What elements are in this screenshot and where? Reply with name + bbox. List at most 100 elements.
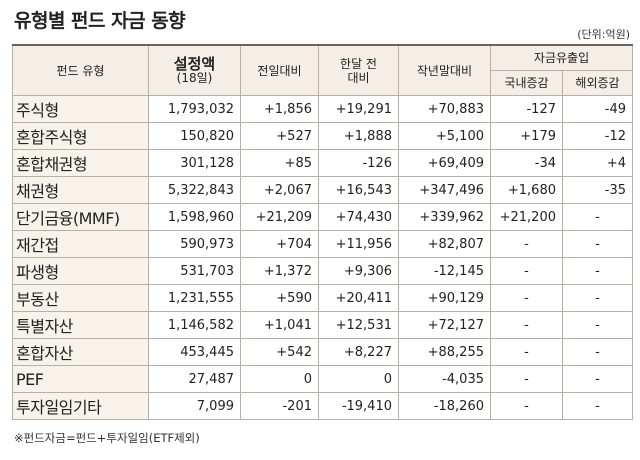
table-row: 채권형 5,322,843 +2,067 +16,543 +347,496 +1,680-… bbox=[12, 176, 634, 204]
cell: 150,820 bbox=[148, 122, 241, 150]
table-row: PEF 27,487 0 0 -4,035- - bbox=[12, 365, 634, 393]
cell: +11,956 bbox=[318, 230, 399, 258]
cell: -49 bbox=[561, 95, 634, 123]
cell: - bbox=[561, 284, 634, 312]
col-header: 한달 전 대비 bbox=[318, 44, 399, 96]
cell: +1,680 bbox=[490, 176, 563, 204]
cell: +90,129 bbox=[398, 284, 491, 312]
cell: -34 bbox=[490, 149, 563, 177]
fund-type: 주식형 bbox=[12, 95, 149, 123]
fund-type: 혼합채권형 bbox=[12, 149, 149, 177]
cell: +19,291 bbox=[318, 95, 399, 123]
cell: +8,227 bbox=[318, 338, 399, 366]
unit: (단위:억원) bbox=[577, 28, 630, 41]
title: 유형별 펀드 자금 동향 bbox=[14, 10, 186, 32]
cell: 1,598,960 bbox=[148, 203, 241, 231]
cell: +339,962 bbox=[398, 203, 491, 231]
fund-type: 파생형 bbox=[12, 257, 149, 285]
fund-type: 단기금융(MMF) bbox=[12, 203, 149, 231]
col-header-main: 설정액 bbox=[173, 54, 216, 73]
cell: - bbox=[490, 284, 563, 312]
cell: 5,322,843 bbox=[148, 176, 241, 204]
cell: - bbox=[490, 257, 563, 285]
cell: - bbox=[561, 230, 634, 258]
fund-type: 혼합주식형 bbox=[12, 122, 149, 150]
cell: 301,128 bbox=[148, 149, 241, 177]
fund-type: 특별자산 bbox=[12, 311, 149, 339]
cell: +179 bbox=[490, 122, 563, 150]
cell: +21,200 bbox=[490, 203, 563, 231]
cell: +82,807 bbox=[398, 230, 491, 258]
cell: +74,430 bbox=[318, 203, 399, 231]
cell: -127 bbox=[490, 95, 563, 123]
cell: -201 bbox=[240, 392, 319, 420]
cell: +590 bbox=[240, 284, 319, 312]
cell: - bbox=[561, 257, 634, 285]
cell: +1,372 bbox=[240, 257, 319, 285]
cell: 0 bbox=[240, 365, 319, 393]
cell: +88,255 bbox=[398, 338, 491, 366]
col-header: 설정액 (18일) bbox=[148, 44, 241, 96]
cell: -12 bbox=[561, 122, 634, 150]
footnote: ※펀드자금=펀드+투자일임(ETF제외) bbox=[14, 431, 200, 445]
cell: 1,146,582 bbox=[148, 311, 241, 339]
cell: +1,041 bbox=[240, 311, 319, 339]
col-header: 자금유출입 bbox=[489, 44, 634, 71]
cell: +69,409 bbox=[398, 149, 491, 177]
cell: +4 bbox=[561, 149, 634, 177]
table-row: 혼합채권형 301,128 +85 -126 +69,409 -34 +4 bbox=[12, 149, 634, 177]
cell: -19,410 bbox=[318, 392, 399, 420]
cell: -35 bbox=[561, 176, 634, 204]
cell: - bbox=[490, 311, 563, 339]
cell: +21,209 bbox=[240, 203, 319, 231]
header-row: 국내증감 해외증감 bbox=[13, 70, 634, 96]
col-header: 작년말대비 bbox=[398, 44, 491, 96]
fund-type: PEF bbox=[12, 365, 149, 393]
cell: 7,099 bbox=[148, 392, 241, 420]
table-row: 혼합자산 453,445 +542 +8,227 +88,255- - bbox=[12, 338, 634, 366]
cell: 531,703 bbox=[148, 257, 241, 285]
col-header: 펀드 유형 bbox=[12, 44, 149, 96]
col-header: 전일대비 bbox=[240, 44, 319, 96]
col-header: 해외증감 bbox=[561, 70, 634, 96]
cell: - bbox=[561, 392, 634, 420]
cell: -12,145 bbox=[398, 257, 491, 285]
cell: 1,231,555 bbox=[148, 284, 241, 312]
col-header-sub: (18일) bbox=[176, 70, 213, 85]
cell: 590,973 bbox=[148, 230, 241, 258]
cell: - bbox=[561, 365, 634, 393]
cell: +527 bbox=[240, 122, 319, 150]
table-row: 주식형 1,793,032 +1,856 +19,291 +70,883 -127 -49 bbox=[12, 95, 634, 123]
table-row: 단기금융(MMF) 1,598,960 +21,209 +74,430 +339,962… bbox=[12, 203, 634, 231]
cell: - bbox=[561, 311, 634, 339]
header-row: 펀드 유형 설정액 (18일) 전일대비 한달 전 대비 작년말대비 자금유출입 bbox=[12, 44, 634, 96]
table-row: 혼합주식형 150,820 +527 +1,888 +5,100 +179 -12 bbox=[12, 122, 634, 150]
cell: +2,067 bbox=[240, 176, 319, 204]
fund-type: 채권형 bbox=[12, 176, 149, 204]
cell: +347,496 bbox=[398, 176, 491, 204]
cell: +20,411 bbox=[318, 284, 399, 312]
col-header-line: 한달 전 bbox=[340, 56, 377, 71]
cell: +72,127 bbox=[398, 311, 491, 339]
table-head: 펀드 유형 설정액 (18일) 전일대비 한달 전 대비 작년말대비 자금유출입 국… bbox=[12, 44, 634, 96]
cell: 1,793,032 bbox=[148, 95, 241, 123]
cell: +5,100 bbox=[398, 122, 491, 150]
fund-type: 부동산 bbox=[12, 284, 149, 312]
col-header: 국내증감 bbox=[490, 70, 563, 96]
cell: +542 bbox=[240, 338, 319, 366]
cell: +12,531 bbox=[318, 311, 399, 339]
table-row: 투자일임기타 7,099 -201 -19,410 -18,260- - bbox=[12, 392, 634, 420]
cell: - bbox=[561, 338, 634, 366]
cell: +704 bbox=[240, 230, 319, 258]
table-row: 파생형 531,703 +1,372 +9,306 -12,145- - bbox=[12, 257, 634, 285]
cell: +1,888 bbox=[318, 122, 399, 150]
cell: -126 bbox=[318, 149, 399, 177]
cell: +16,543 bbox=[318, 176, 399, 204]
cell: +1,856 bbox=[240, 95, 319, 123]
cell: -18,260 bbox=[398, 392, 491, 420]
cell: 0 bbox=[318, 365, 399, 393]
cell: -4,035 bbox=[398, 365, 491, 393]
cell: 453,445 bbox=[148, 338, 241, 366]
cell: - bbox=[490, 365, 563, 393]
cell: +9,306 bbox=[318, 257, 399, 285]
